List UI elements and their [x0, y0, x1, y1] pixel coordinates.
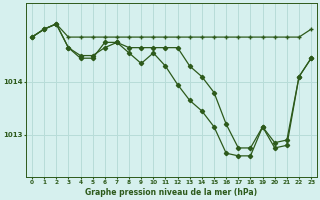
X-axis label: Graphe pression niveau de la mer (hPa): Graphe pression niveau de la mer (hPa)	[85, 188, 258, 197]
